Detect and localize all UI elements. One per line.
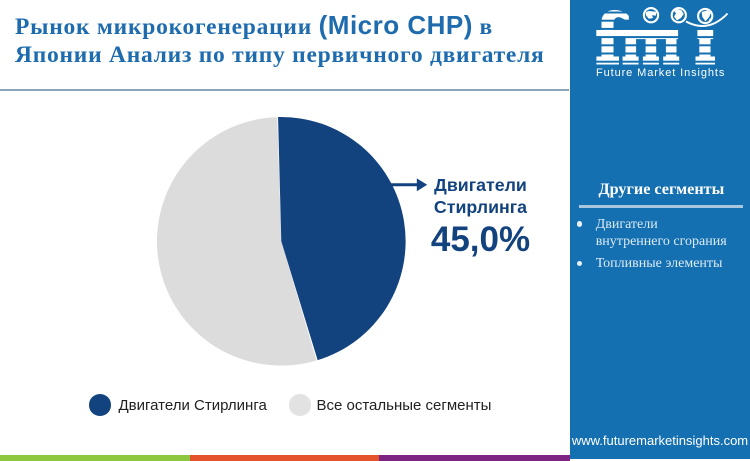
svg-text:Future Market Insights: Future Market Insights <box>596 67 725 79</box>
